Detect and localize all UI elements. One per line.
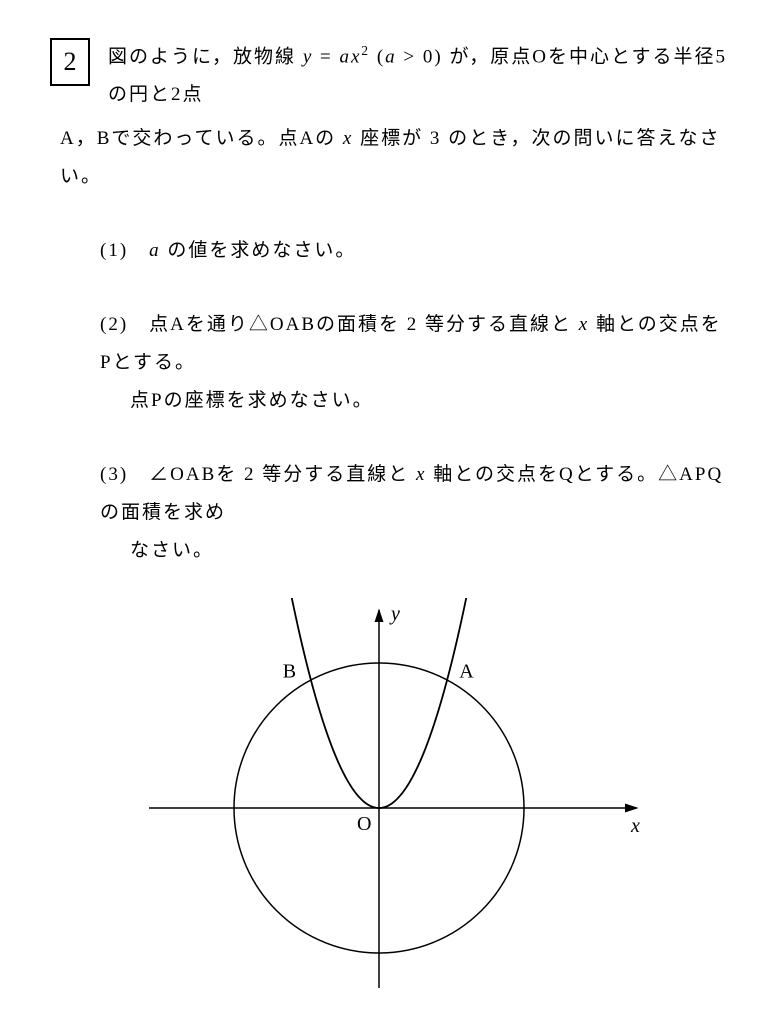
- intro-line1: 図のように，放物線 y = ax2 (a > 0) が，原点Oを中心とする半径5…: [108, 38, 728, 114]
- subq-3-line1: (3) ∠OABを 2 等分する直線と x 軸との交点をQとする。△APQの面積…: [100, 456, 728, 532]
- subq-1: (1) a の値を求めなさい。: [100, 232, 728, 270]
- intro-line2: A，Bで交わっている。点Aの x 座標が 3 のとき，次の問いに答えなさい。: [60, 120, 728, 196]
- svg-text:y: y: [389, 603, 400, 625]
- subq2-label: (2): [100, 314, 128, 335]
- intro-formula-a: a: [339, 46, 351, 67]
- subq-2-line2: 点Pの座標を求めなさい。: [130, 382, 728, 420]
- intro-formula-x: x: [351, 46, 361, 67]
- svg-text:O: O: [357, 813, 371, 835]
- problem-header: 2 図のように，放物線 y = ax2 (a > 0) が，原点Oを中心とする半…: [50, 38, 728, 114]
- subq1-label: (1): [100, 240, 128, 261]
- svg-text:A: A: [459, 661, 474, 683]
- subq3-label: (3): [100, 464, 128, 485]
- intro-formula-sq: 2: [361, 43, 370, 58]
- svg-text:B: B: [283, 661, 296, 683]
- svg-text:x: x: [630, 815, 640, 837]
- subq-3-line2: なさい。: [130, 532, 728, 570]
- figure: y x O A B: [50, 598, 728, 1003]
- intro-formula-y: y: [303, 46, 313, 67]
- intro-x: x: [336, 128, 360, 149]
- subq2-x: x: [572, 314, 596, 335]
- subq1-a: a: [149, 240, 161, 261]
- subq3-x: x: [409, 464, 433, 485]
- subq-2-line1: (2) 点Aを通り△OABの面積を 2 等分する直線と x 軸との交点をPとする…: [100, 306, 728, 382]
- problem-number-box: 2: [50, 38, 90, 86]
- intro-formula-a2: a: [385, 46, 397, 67]
- figure-svg: y x O A B: [129, 598, 649, 998]
- intro-pre: 図のように，放物線: [108, 46, 303, 67]
